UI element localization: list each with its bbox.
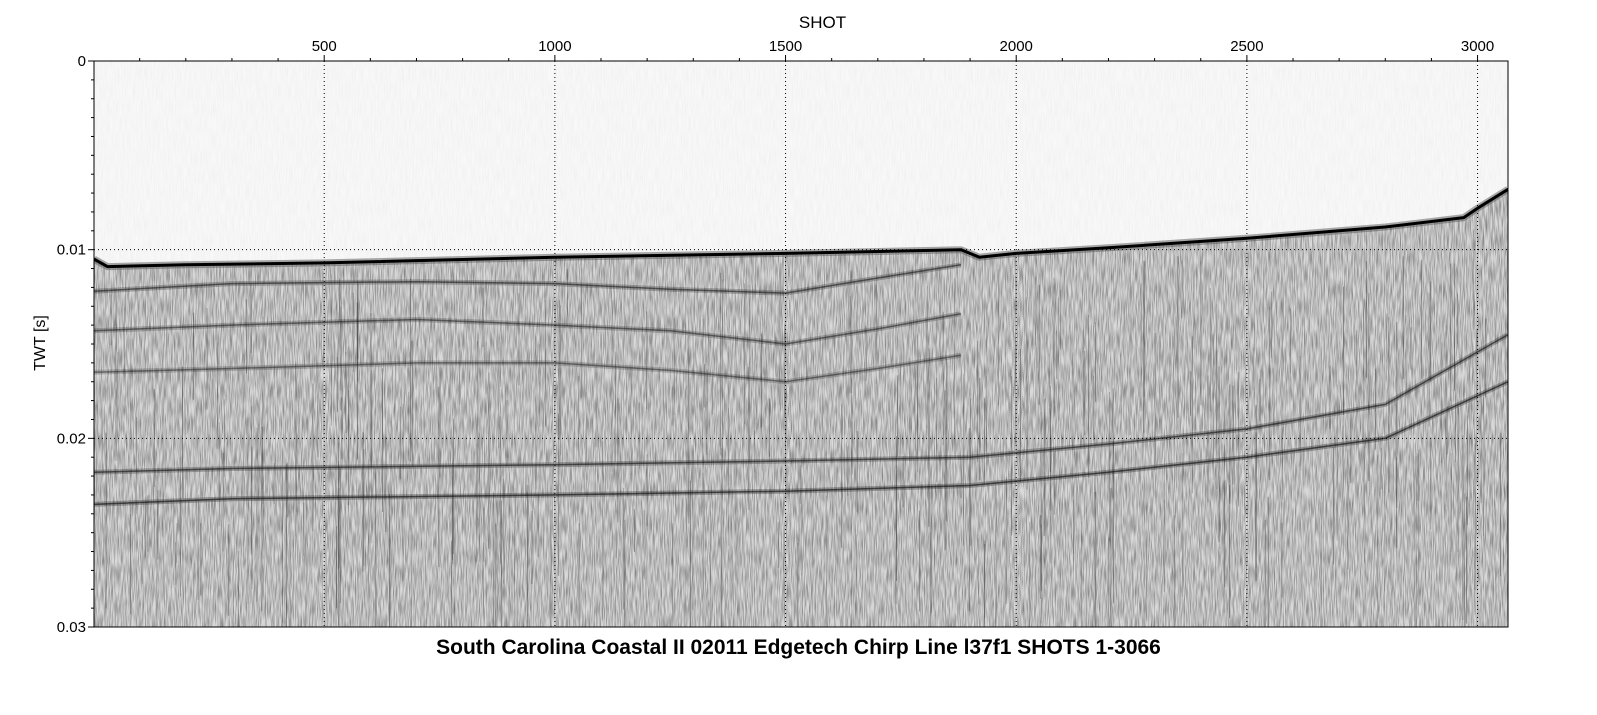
water-column <box>94 61 1508 266</box>
reflector-layer <box>94 186 1508 507</box>
subbottom-reflector <box>94 264 962 294</box>
y-tick-label: 0.03 <box>57 619 86 636</box>
subbottom-reflector <box>94 313 962 345</box>
subbottom-reflector <box>94 381 1508 506</box>
subbottom-reflector <box>94 352 962 385</box>
y-axis-label: TWT [s] <box>32 315 49 371</box>
x-tick-label: 2500 <box>1230 38 1263 55</box>
x-axis: 500 1000 1500 2000 2500 3000 <box>139 38 1494 61</box>
y-tick-label: 0.02 <box>57 430 86 447</box>
x-tick-label: 2000 <box>1000 38 1033 55</box>
subbottom-reflector <box>94 354 962 383</box>
x-tick-label: 500 <box>312 38 337 55</box>
noise-layer <box>94 61 1508 627</box>
chart-title: South Carolina Coastal II 02011 Edgetech… <box>436 636 1161 659</box>
subbottom-reflector <box>94 333 1508 474</box>
y-axis: 0 0.01 0.02 0.03 <box>57 53 94 636</box>
y-tick-label: 0 <box>78 53 86 70</box>
x-axis-label: SHOT <box>798 13 847 32</box>
y-tick-label: 0.01 <box>57 242 86 259</box>
x-tick-label: 1000 <box>538 38 571 55</box>
x-tick-label: 3000 <box>1461 38 1494 55</box>
seafloor-reflector <box>94 188 1508 269</box>
x-tick-label: 1500 <box>769 38 802 55</box>
